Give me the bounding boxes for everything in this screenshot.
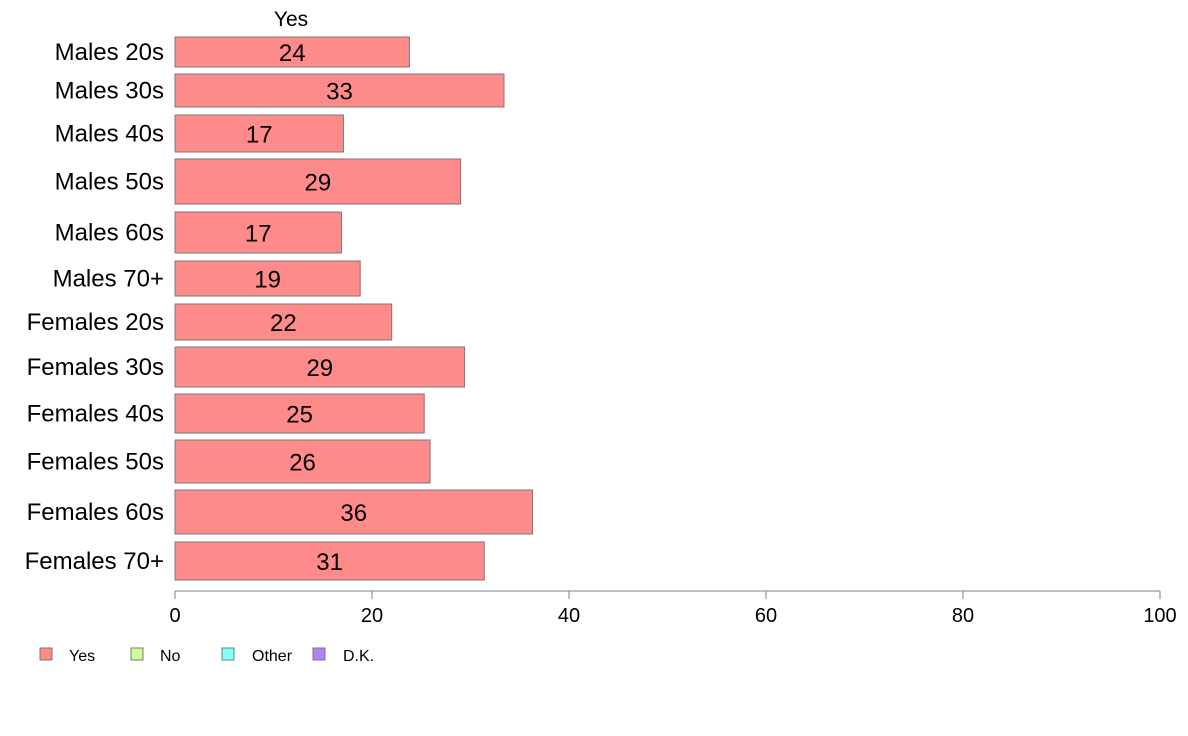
x-tick-label: 40: [558, 605, 580, 627]
bar: [174, 303, 393, 341]
bar: [174, 114, 344, 153]
category-label: Females 40s: [27, 401, 164, 428]
bars-layer: [174, 36, 534, 581]
category-label: Females 60s: [27, 499, 164, 526]
bar: [174, 346, 466, 388]
x-tick-label: 80: [952, 605, 974, 627]
legend-swatch: [221, 647, 235, 661]
category-label: Males 60s: [55, 220, 164, 247]
x-axis: 0 20 40 60 80 100: [169, 590, 1177, 627]
category-label: Females 30s: [27, 354, 164, 381]
category-label: Males 40s: [55, 121, 164, 148]
bar-value-label: 17: [245, 221, 272, 248]
bar-value-label: 26: [289, 450, 316, 477]
bar-value-label: 36: [340, 500, 367, 527]
legend-swatch: [130, 647, 144, 661]
legend-label: No: [160, 648, 181, 665]
bar-value-label: 24: [279, 40, 306, 67]
bar: [174, 158, 462, 205]
bar: [174, 541, 485, 581]
x-tick-label: 0: [169, 605, 180, 627]
category-label: Males 50s: [55, 169, 164, 196]
bar: [174, 260, 361, 297]
category-labels: Males 20s Males 30s Males 40s Males 50s Male…: [25, 39, 164, 575]
bar: [174, 73, 505, 108]
category-label: Females 20s: [27, 309, 164, 336]
bar-value-label: 25: [286, 402, 313, 429]
bar: [174, 36, 410, 68]
bar-value-label: 19: [254, 267, 281, 294]
x-tick-label: 60: [755, 605, 777, 627]
legend-label: D.K.: [343, 648, 374, 665]
x-tick-label: 20: [361, 605, 383, 627]
legend: Yes No Other D.K.: [39, 647, 374, 665]
bar: [174, 393, 425, 434]
bar-value-label: 17: [246, 122, 273, 149]
category-label: Males 70+: [53, 266, 164, 293]
bar-value-labels: 24 33 17 29 17 19 22 29 25 26 36 31: [245, 40, 367, 576]
bar-value-label: 31: [316, 549, 343, 576]
legend-label: Other: [252, 648, 293, 665]
bar-value-label: 29: [304, 170, 331, 197]
legend-swatch: [312, 647, 326, 661]
category-label: Females 50s: [27, 449, 164, 476]
category-label: Males 20s: [55, 39, 164, 66]
legend-label: Yes: [69, 648, 95, 665]
series-header: Yes: [274, 8, 308, 31]
bar-value-label: 29: [306, 355, 333, 382]
bar: [174, 489, 534, 535]
category-label: Females 70+: [25, 548, 164, 575]
bar-value-label: 22: [270, 310, 297, 337]
bar-value-label: 33: [326, 79, 353, 106]
legend-swatch: [39, 647, 53, 661]
bar: [174, 439, 431, 484]
bar: [174, 211, 342, 254]
category-label: Males 30s: [55, 78, 164, 105]
x-tick-label: 100: [1143, 605, 1176, 627]
